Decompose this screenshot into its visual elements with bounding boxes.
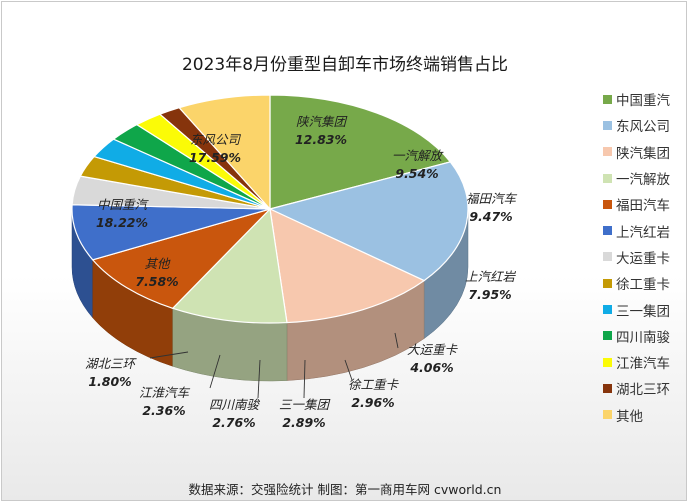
legend-swatch [603, 305, 612, 315]
chart-title: 2023年8月份重型自卸车市场终端销售占比 [181, 55, 509, 75]
pie-labels: 中国重汽 18.22% 东风公司 17.59% 陕汽集团 12.83% 一汽解放 9.54% 福… [85, 114, 518, 430]
pie-sides [71, 208, 469, 382]
legend-item: 徐工重卡 [603, 270, 670, 296]
legend-label: 其他 [616, 408, 643, 425]
leader-line-7 [344, 359, 353, 381]
slice-name-label-0: 中国重汽 [97, 197, 150, 212]
legend-label: 东风公司 [616, 119, 670, 136]
legend-item: 三一集团 [603, 296, 670, 322]
slice-value-label-6: 4.06% [409, 360, 453, 375]
pie-slice-2 [269, 207, 426, 324]
legend-item: 其他 [603, 402, 670, 428]
slice-value-label-1: 17.59% [189, 150, 241, 165]
legend-swatch [603, 120, 612, 130]
legend-swatch [603, 94, 612, 104]
slice-name-label-2: 陕汽集团 [296, 114, 348, 129]
leader-line-6 [394, 332, 399, 349]
legend-swatch [603, 357, 612, 367]
legend-swatch [603, 410, 612, 420]
legend-label: 上汽红岩 [616, 224, 670, 241]
legend: 中国重汽东风公司陕汽集团一汽解放福田汽车上汽红岩大运重卡徐工重卡三一集团四川南骏… [603, 86, 670, 428]
legend-label: 徐工重卡 [616, 277, 670, 294]
legend-swatch [603, 383, 612, 393]
legend-label: 大运重卡 [616, 250, 670, 267]
legend-item: 一汽解放 [603, 165, 670, 191]
slice-name-label-6: 大运重卡 [407, 342, 459, 357]
slice-name-label-8: 三一集团 [279, 397, 331, 412]
slice-name-label-5: 上汽红岩 [465, 269, 517, 284]
legend-swatch [603, 199, 612, 209]
slice-name-label-9: 四川南骏 [209, 397, 261, 412]
legend-swatch [603, 331, 612, 341]
legend-item: 上汽红岩 [603, 217, 670, 243]
legend-item: 中国重汽 [603, 86, 670, 112]
pie-slice-5 [71, 204, 271, 261]
pie-top [71, 94, 469, 324]
pie-slice-0 [269, 94, 452, 210]
slice-value-label-4: 9.47% [469, 209, 512, 224]
slice-value-label-10: 2.36% [142, 403, 185, 418]
legend-label: 湖北三环 [616, 382, 670, 399]
legend-swatch [603, 252, 612, 262]
legend-label: 陕汽集团 [616, 145, 670, 162]
slice-value-label-11: 1.80% [88, 374, 131, 389]
slice-value-label-12: 7.58% [135, 274, 178, 289]
pie-slice-1 [268, 161, 469, 282]
slice-value-label-5: 7.95% [468, 287, 511, 302]
pie-slice-12 [178, 94, 271, 211]
pie-slice-4 [91, 207, 273, 309]
slice-value-label-8: 2.89% [282, 415, 325, 430]
slice-name-label-10: 江淮汽车 [139, 385, 191, 400]
legend-swatch [603, 147, 612, 157]
legend-swatch [603, 226, 612, 236]
legend-label: 三一集团 [616, 303, 670, 320]
slice-name-label-4: 福田汽车 [466, 191, 518, 206]
slice-name-label-1: 东风公司 [190, 132, 242, 147]
legend-label: 福田汽车 [616, 198, 670, 215]
leader-line-8 [303, 359, 306, 399]
legend-label: 中国重汽 [616, 93, 670, 110]
slice-name-label-3: 一汽解放 [392, 148, 445, 163]
legend-label: 四川南骏 [616, 329, 670, 346]
legend-item: 福田汽车 [603, 191, 670, 217]
slice-value-label-2: 12.83% [295, 132, 347, 147]
slice-value-label-3: 9.54% [395, 166, 438, 181]
leader-line-11 [149, 351, 189, 359]
leader-line-9 [257, 359, 261, 399]
legend-item: 四川南骏 [603, 323, 670, 349]
slice-name-label-11: 湖北三环 [85, 356, 138, 371]
leader-line-10 [209, 354, 221, 389]
legend-label: 江淮汽车 [616, 356, 670, 373]
legend-item: 江淮汽车 [603, 349, 670, 375]
slice-name-label-12: 其他 [144, 256, 171, 271]
legend-item: 陕汽集团 [603, 139, 670, 165]
slice-value-label-0: 18.22% [96, 215, 148, 230]
legend-swatch [603, 173, 612, 183]
pie-slice-3 [171, 207, 288, 324]
slice-value-label-7: 2.96% [351, 395, 394, 410]
legend-swatch [603, 278, 612, 288]
slice-value-label-9: 2.76% [212, 415, 255, 430]
source-note: 数据来源：交强险统计 制图：第一商用车网 cvworld.cn [188, 482, 502, 497]
legend-item: 东风公司 [603, 112, 670, 138]
legend-item: 湖北三环 [603, 375, 670, 401]
slice-name-label-7: 徐工重卡 [348, 377, 400, 392]
legend-label: 一汽解放 [616, 172, 670, 189]
legend-item: 大运重卡 [603, 244, 670, 270]
